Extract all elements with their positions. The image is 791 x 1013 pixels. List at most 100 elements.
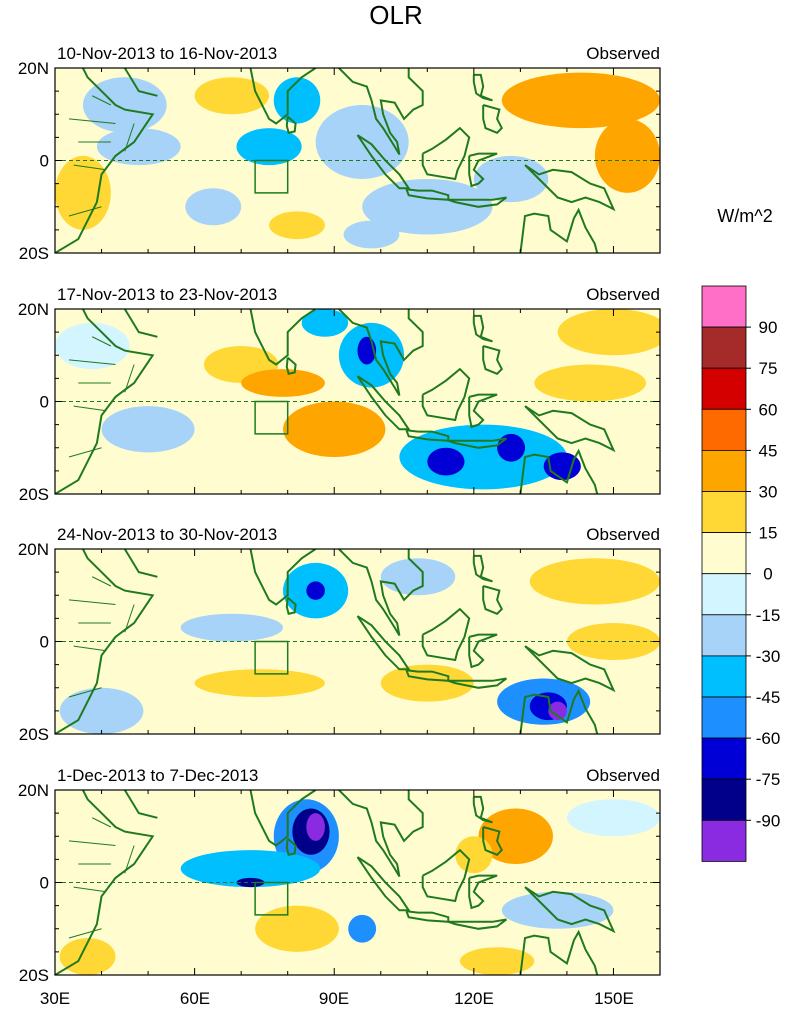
- coastline: [468, 874, 498, 910]
- coastline: [55, 790, 155, 975]
- coastline: [405, 188, 450, 201]
- country-border: [124, 604, 135, 633]
- coastline: [123, 309, 158, 338]
- panel-observed-tag: Observed: [586, 44, 660, 63]
- country-border: [92, 817, 112, 828]
- anomaly-patch: [455, 836, 493, 874]
- colorbar-segment: [701, 449, 747, 492]
- colorbar-level-label: 45: [759, 441, 778, 460]
- country-border: [73, 886, 107, 893]
- coastline: [222, 790, 317, 847]
- coastline: [519, 929, 599, 975]
- colorbar-segment: [701, 408, 747, 451]
- map-panel-4: 1-Dec-2013 to 7-Dec-2013 Observed 20N 0 20…: [18, 766, 661, 985]
- x-tick-label: 90E: [319, 989, 349, 1008]
- coastline: [519, 448, 599, 494]
- anomaly-patch: [473, 155, 549, 203]
- colorbar-segment: [701, 737, 747, 780]
- y-tick-label: 0: [40, 393, 49, 412]
- y-tick-label: 20N: [18, 540, 49, 559]
- coastline: [447, 677, 507, 689]
- country-border: [124, 845, 135, 874]
- coastline: [472, 795, 493, 824]
- coastline: [472, 73, 493, 102]
- country-border: [124, 364, 135, 393]
- anomaly-patch: [529, 558, 660, 605]
- coastline: [356, 615, 411, 671]
- anomaly-patch: [59, 938, 116, 975]
- colorbar-segment: [701, 655, 747, 698]
- anomaly-patch: [236, 877, 265, 888]
- coastline: [447, 437, 507, 449]
- x-tick-label: 30E: [40, 989, 70, 1008]
- colorbar-level-label: -60: [756, 729, 781, 748]
- anomaly-patch: [459, 947, 535, 975]
- anomaly-patch: [343, 220, 400, 249]
- anomaly-patch: [548, 701, 567, 721]
- anomaly-patch: [306, 813, 325, 841]
- coastline: [123, 549, 158, 578]
- colorbar: 90 75 60 45 30 15 0 -15 -30 -45 -60 -75 -90: [701, 285, 781, 862]
- map-field: [55, 68, 660, 253]
- coastline: [405, 910, 450, 923]
- reference-box: [254, 400, 289, 435]
- country-border: [92, 576, 112, 587]
- anomaly-patch: [427, 447, 465, 476]
- colorbar-segment: [701, 326, 747, 369]
- y-tick-label: 0: [40, 152, 49, 171]
- y-tick-label: 20N: [18, 300, 49, 319]
- map-panel-2: 17-Nov-2013 to 23-Nov-2013 Observed 20N 0…: [18, 285, 661, 504]
- coastline: [405, 669, 450, 682]
- colorbar-level-label: -90: [756, 811, 781, 830]
- colorbar-segment: [701, 819, 747, 862]
- coastline: [285, 837, 297, 856]
- coastline: [356, 375, 411, 431]
- anomaly-patch: [236, 128, 302, 166]
- coastline: [338, 309, 424, 397]
- anomaly-patch: [55, 155, 111, 230]
- colorbar-segment: [701, 367, 747, 410]
- anomaly-patch: [55, 322, 130, 370]
- coastline: [285, 115, 297, 134]
- coastline: [338, 549, 424, 637]
- anomaly-patch: [399, 424, 567, 490]
- reference-box: [254, 159, 289, 194]
- colorbar-segment: [701, 573, 747, 616]
- coastline: [468, 633, 498, 669]
- map-panel-1: 10-Nov-2013 to 16-Nov-2013 Observed 20N 0…: [18, 44, 661, 263]
- coastline: [356, 134, 411, 190]
- y-tick-label: 20S: [19, 485, 49, 504]
- coastline: [482, 826, 504, 856]
- x-tick-label: 120E: [454, 989, 494, 1008]
- coastline: [482, 585, 504, 615]
- map-field: [55, 309, 660, 494]
- anomaly-patch: [301, 309, 349, 337]
- anomaly-patch: [194, 77, 270, 115]
- anomaly-patch: [255, 905, 339, 952]
- anomaly-patch: [594, 118, 660, 193]
- coastline: [472, 314, 493, 343]
- country-border: [73, 645, 107, 652]
- y-tick-label: 0: [40, 633, 49, 652]
- coastline: [222, 68, 317, 125]
- anomaly-patch: [348, 914, 377, 943]
- coastline: [356, 856, 411, 912]
- coastline: [524, 645, 616, 693]
- map-field: [55, 790, 660, 975]
- anomaly-patch: [380, 664, 474, 702]
- map-panel-3: 24-Nov-2013 to 30-Nov-2013 Observed 20N 0…: [18, 525, 661, 744]
- colorbar-level-label: -15: [756, 606, 781, 625]
- map-field: [55, 549, 660, 734]
- country-border: [68, 118, 116, 124]
- coastline: [421, 126, 471, 181]
- coastline: [55, 309, 155, 494]
- country-border: [68, 447, 102, 458]
- country-border: [68, 928, 102, 939]
- colorbar-segment: [701, 778, 747, 821]
- coastline: [524, 164, 616, 212]
- colorbar-segment: [701, 491, 747, 533]
- anomaly-patch: [194, 669, 325, 697]
- anomaly-patch: [241, 369, 325, 397]
- coastline: [123, 790, 158, 819]
- colorbar-level-label: -30: [756, 647, 781, 666]
